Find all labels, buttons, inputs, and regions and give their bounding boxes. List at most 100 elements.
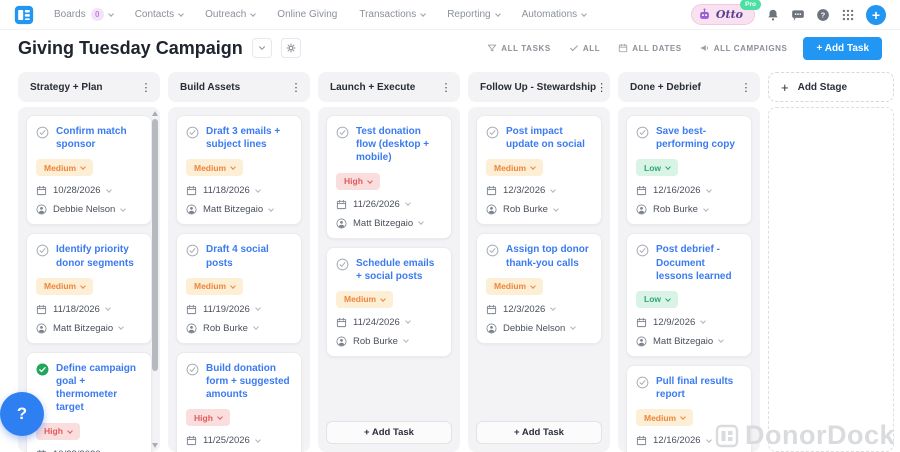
due-date-row[interactable]: 12/3/2026 — [486, 304, 592, 315]
assignee-row[interactable]: Rob Burke — [486, 204, 592, 215]
task-title[interactable]: Test donation flow (desktop + mobile) — [356, 126, 430, 164]
assignee-row[interactable]: Matt Bitzegaio — [36, 323, 142, 334]
filter-all-campaigns[interactable]: ALL CAMPAIGNS — [700, 43, 788, 53]
notifications-bell-icon[interactable] — [766, 8, 780, 22]
task-card[interactable]: Identify priority donor segments Medium … — [26, 233, 152, 344]
task-title[interactable]: Assign top donor thank-you calls — [506, 244, 589, 269]
complete-toggle-icon[interactable] — [486, 244, 499, 257]
assignee-row[interactable]: Rob Burke — [636, 204, 742, 215]
task-card[interactable]: Post impact update on social Medium 12/3… — [476, 115, 602, 226]
priority-badge[interactable]: Medium — [186, 159, 244, 177]
due-date-row[interactable]: 12/9/2026 — [636, 317, 742, 328]
priority-badge[interactable]: Medium — [486, 277, 544, 295]
scroll-down-arrow[interactable] — [151, 443, 158, 448]
column-menu-kebab-icon[interactable]: ⋮ — [596, 80, 608, 94]
assignee-row[interactable]: Matt Bitzegaio — [186, 204, 292, 215]
complete-toggle-icon[interactable] — [36, 244, 49, 257]
filter-all[interactable]: ALL — [569, 43, 600, 53]
priority-badge[interactable]: Medium — [486, 159, 544, 177]
column-menu-kebab-icon[interactable]: ⋮ — [740, 80, 752, 94]
task-title[interactable]: Draft 4 social posts — [206, 244, 269, 269]
task-title[interactable]: Identify priority donor segments — [56, 244, 134, 269]
column-scrollbar[interactable] — [150, 109, 159, 450]
donordock-logo-icon[interactable] — [14, 5, 34, 25]
nav-item-online-giving[interactable]: Online Giving — [277, 9, 337, 20]
due-date-row[interactable]: 11/18/2026 — [186, 185, 292, 196]
task-card[interactable]: Draft 4 social posts Medium 11/19/2026 R… — [176, 233, 302, 344]
nav-item-reporting[interactable]: Reporting — [447, 9, 501, 20]
filter-all-tasks[interactable]: ALL TASKS — [487, 43, 551, 53]
assignee-row[interactable]: Matt Bitzegaio — [636, 336, 742, 347]
priority-badge[interactable]: High — [186, 409, 230, 427]
task-card[interactable]: Schedule emails + social posts Medium 11… — [326, 246, 452, 357]
assignee-row[interactable]: Rob Burke — [186, 323, 292, 334]
scroll-up-arrow[interactable] — [151, 111, 158, 116]
help-fab-button[interactable]: ? — [0, 392, 44, 436]
complete-toggle-icon-done[interactable] — [36, 363, 49, 376]
chat-messages-icon[interactable] — [791, 8, 805, 22]
task-card[interactable]: Confirm match sponsor Medium 10/28/2026 … — [26, 115, 152, 226]
apps-grid-icon[interactable] — [841, 8, 855, 22]
column-add-task-button[interactable]: + Add Task — [476, 421, 602, 444]
task-card[interactable]: Assign top donor thank-you calls Medium … — [476, 233, 602, 344]
priority-badge[interactable]: Medium — [336, 290, 394, 308]
complete-toggle-icon[interactable] — [636, 376, 649, 389]
filter-all-dates[interactable]: ALL DATES — [618, 43, 682, 53]
priority-badge[interactable]: Medium — [36, 277, 94, 295]
task-title[interactable]: Build donation form + suggested amounts — [206, 362, 290, 401]
board-switcher-button[interactable] — [251, 38, 272, 58]
task-title[interactable]: Define campaign goal + thermometer targe… — [56, 362, 137, 414]
task-card[interactable]: Save best-performing copy Low 12/16/2026… — [626, 115, 752, 226]
nav-item-contacts[interactable]: Contacts — [135, 9, 184, 20]
due-date-row[interactable]: 11/19/2026 — [186, 304, 292, 315]
help-circle-icon[interactable] — [816, 8, 830, 22]
task-card[interactable]: Test donation flow (desktop + mobile) Hi… — [326, 115, 452, 239]
add-stage-button[interactable]: + Add Stage — [768, 72, 894, 102]
column-menu-kebab-icon[interactable]: ⋮ — [140, 80, 152, 94]
task-title[interactable]: Draft 3 emails + subject lines — [206, 126, 281, 151]
task-title[interactable]: Pull final results report — [656, 375, 734, 401]
priority-badge[interactable]: High — [36, 422, 80, 440]
complete-toggle-icon[interactable] — [336, 126, 349, 139]
board-settings-button[interactable] — [280, 38, 301, 58]
complete-toggle-icon[interactable] — [636, 126, 649, 139]
nav-item-transactions[interactable]: Transactions — [359, 9, 427, 20]
priority-badge[interactable]: Low — [636, 290, 678, 308]
task-title[interactable]: Save best-performing copy — [656, 126, 735, 151]
due-date-row[interactable]: 11/18/2026 — [36, 304, 142, 315]
task-title[interactable]: Schedule emails + social posts — [356, 257, 435, 282]
task-card[interactable]: Define campaign goal + thermometer targe… — [26, 351, 152, 452]
complete-toggle-icon[interactable] — [336, 258, 349, 271]
otto-assistant-button[interactable]: Otto Pro — [690, 0, 761, 25]
add-task-button[interactable]: + Add Task — [803, 36, 882, 60]
nav-item-boards[interactable]: Boards 0 — [54, 8, 114, 21]
priority-badge[interactable]: Medium — [36, 159, 94, 177]
complete-toggle-icon[interactable] — [486, 126, 499, 139]
scrollbar-thumb[interactable] — [151, 119, 158, 371]
task-title[interactable]: Post impact update on social — [506, 126, 585, 151]
due-date-row[interactable]: 10/28/2026 — [36, 185, 142, 196]
priority-badge[interactable]: Medium — [636, 409, 694, 427]
column-menu-kebab-icon[interactable]: ⋮ — [290, 80, 302, 94]
task-title[interactable]: Post debrief - Document lessons learned — [656, 244, 732, 282]
task-card[interactable]: Pull final results report Medium 12/16/2… — [626, 364, 752, 452]
column-add-task-button[interactable]: + Add Task — [326, 421, 452, 444]
due-date-row[interactable]: 10/23/2026 — [36, 449, 142, 452]
nav-item-outreach[interactable]: Outreach — [205, 9, 257, 20]
due-date-row[interactable]: 11/26/2026 — [336, 199, 442, 210]
assignee-row[interactable]: Debbie Nelson — [36, 204, 142, 215]
due-date-row[interactable]: 12/16/2026 — [636, 435, 742, 446]
complete-toggle-icon[interactable] — [186, 363, 199, 376]
due-date-row[interactable]: 12/3/2026 — [486, 185, 592, 196]
priority-badge[interactable]: Medium — [186, 277, 244, 295]
assignee-row[interactable]: Rob Burke — [336, 336, 442, 347]
column-menu-kebab-icon[interactable]: ⋮ — [440, 80, 452, 94]
complete-toggle-icon[interactable] — [186, 244, 199, 257]
complete-toggle-icon[interactable] — [636, 244, 649, 257]
task-card[interactable]: Build donation form + suggested amounts … — [176, 351, 302, 452]
task-card[interactable]: Draft 3 emails + subject lines Medium 11… — [176, 115, 302, 226]
priority-badge[interactable]: High — [336, 172, 380, 190]
due-date-row[interactable]: 12/16/2026 — [636, 185, 742, 196]
due-date-row[interactable]: 11/24/2026 — [336, 317, 442, 328]
due-date-row[interactable]: 11/25/2026 — [186, 435, 292, 446]
